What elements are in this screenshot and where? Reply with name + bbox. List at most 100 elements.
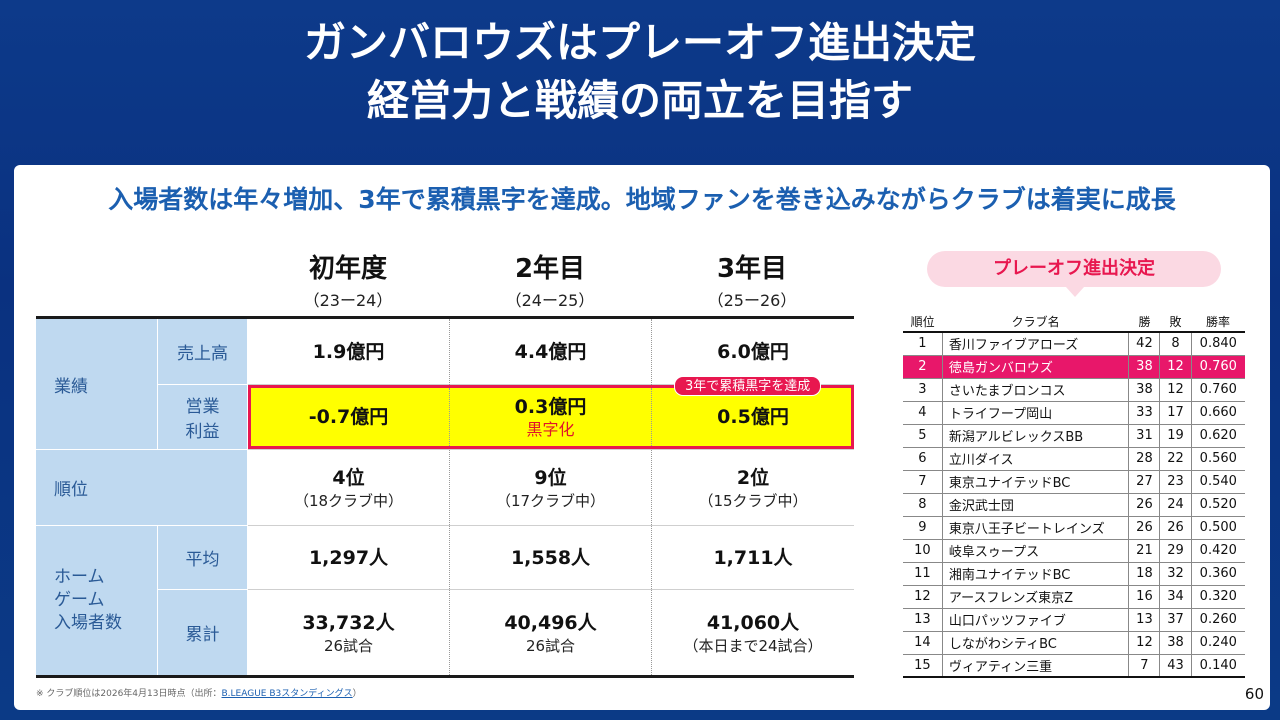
wins-cell: 42 bbox=[1128, 332, 1160, 356]
standings-body: 1 香川ファイブアローズ 42 8 0.840 2 徳島ガンバロウズ 38 12 0.760 3 さい… bbox=[903, 332, 1245, 678]
standings-row: 2 徳島ガンバロウズ 38 12 0.760 bbox=[903, 355, 1245, 379]
rank-cell: 6 bbox=[903, 447, 943, 471]
wins-cell: 27 bbox=[1128, 470, 1160, 494]
wins-cell: 33 bbox=[1128, 401, 1160, 425]
col-header-year3: 3年目 （25ー26） bbox=[652, 252, 852, 312]
win-pct-cell: 0.240 bbox=[1190, 631, 1245, 655]
total-year2: 40,496人 26試合 bbox=[450, 590, 651, 675]
standings-row: 4 トライフープ岡山 33 17 0.660 bbox=[903, 401, 1245, 425]
club-name-cell: 香川ファイブアローズ bbox=[941, 332, 1129, 356]
value-text: 1,711人 bbox=[713, 546, 793, 569]
rank-cell: 13 bbox=[903, 608, 943, 632]
col-header-year1: 初年度 （23ー24） bbox=[248, 252, 448, 312]
header-win-pct: 勝率 bbox=[1191, 312, 1245, 333]
standings-row: 8 金沢武士団 26 24 0.520 bbox=[903, 493, 1245, 517]
row-divider bbox=[248, 589, 854, 590]
standings-row: 14 しながわシティBC 12 38 0.240 bbox=[903, 631, 1245, 655]
title-line-1: ガンバロウズはプレーオフ進出決定 bbox=[303, 18, 976, 67]
losses-cell: 43 bbox=[1159, 654, 1192, 678]
value-text: 9位 bbox=[534, 466, 567, 489]
losses-cell: 22 bbox=[1159, 447, 1192, 471]
label-home-attendance: ホーム ゲーム 入場者数 bbox=[36, 526, 157, 675]
club-name-cell: 金沢武士団 bbox=[941, 493, 1129, 517]
win-pct-cell: 0.760 bbox=[1190, 378, 1245, 402]
col-divider bbox=[651, 319, 652, 675]
header-club: クラブ名 bbox=[942, 312, 1129, 333]
header-losses: 敗 bbox=[1159, 312, 1192, 333]
standings-row: 15 ヴィアティン三重 7 43 0.140 bbox=[903, 654, 1245, 678]
standings-table: 順位 クラブ名 勝 敗 勝率 1 香川ファイブアローズ 42 8 0.840 2 徳島ガンバ… bbox=[903, 312, 1245, 678]
label-text: ゲーム bbox=[54, 590, 105, 610]
footnote-text: ※ クラブ順位は2026年4月13日時点（出所： bbox=[36, 689, 222, 699]
standings-row: 7 東京ユナイテッドBC 27 23 0.540 bbox=[903, 470, 1245, 494]
label-operating-profit: 営業 利益 bbox=[158, 385, 247, 449]
label-divider bbox=[36, 449, 247, 450]
table-top-rule bbox=[36, 316, 854, 319]
wins-cell: 38 bbox=[1128, 378, 1160, 402]
club-name-cell: 山口パッツファイブ bbox=[941, 608, 1129, 632]
wins-cell: 16 bbox=[1128, 585, 1160, 609]
value-text: 4位 bbox=[332, 466, 365, 489]
label-text: 入場者数 bbox=[54, 613, 122, 633]
operating-year3: 0.5億円 bbox=[652, 385, 854, 449]
wins-cell: 12 bbox=[1128, 631, 1160, 655]
wins-cell: 21 bbox=[1128, 539, 1160, 563]
operating-year2: 0.3億円 黒字化 bbox=[450, 385, 651, 449]
win-pct-cell: 0.660 bbox=[1190, 401, 1245, 425]
losses-cell: 17 bbox=[1159, 401, 1192, 425]
label-text: 売上高 bbox=[177, 344, 228, 364]
col-divider bbox=[449, 319, 450, 675]
rank-year1: 4位 （18クラブ中） bbox=[248, 450, 449, 525]
win-pct-cell: 0.620 bbox=[1190, 424, 1245, 448]
sales-year2: 4.4億円 bbox=[450, 319, 651, 384]
win-pct-cell: 0.140 bbox=[1190, 654, 1245, 678]
value-subtext: 26試合 bbox=[323, 636, 374, 655]
standings-row: 10 岐阜スゥープス 21 29 0.420 bbox=[903, 539, 1245, 563]
rank-cell: 14 bbox=[903, 631, 943, 655]
wins-cell: 26 bbox=[1128, 516, 1160, 540]
club-name-cell: 東京八王子ビートレインズ bbox=[941, 516, 1129, 540]
club-name-cell: さいたまブロンコス bbox=[941, 378, 1129, 402]
rank-year2: 9位 （17クラブ中） bbox=[450, 450, 651, 525]
wins-cell: 13 bbox=[1128, 608, 1160, 632]
standings-source-link[interactable]: B.LEAGUE B3スタンディングス bbox=[221, 689, 353, 699]
wins-cell: 26 bbox=[1128, 493, 1160, 517]
value-subtext: （17クラブ中） bbox=[495, 491, 606, 510]
label-text: ホーム bbox=[54, 567, 105, 587]
standings-row: 11 湘南ユナイテッドBC 18 32 0.360 bbox=[903, 562, 1245, 586]
wins-cell: 28 bbox=[1128, 447, 1160, 471]
row-divider bbox=[248, 449, 854, 450]
label-average: 平均 bbox=[158, 526, 247, 589]
sales-year3: 6.0億円 bbox=[652, 319, 854, 384]
label-divider bbox=[36, 525, 247, 526]
club-name-cell: 湘南ユナイテッドBC bbox=[941, 562, 1129, 586]
win-pct-cell: 0.560 bbox=[1190, 447, 1245, 471]
label-text: 平均 bbox=[185, 550, 220, 570]
losses-cell: 24 bbox=[1159, 493, 1192, 517]
rank-cell: 11 bbox=[903, 562, 943, 586]
playoff-bubble: プレーオフ進出決定 bbox=[927, 251, 1221, 287]
club-name-cell: 東京ユナイテッドBC bbox=[941, 470, 1129, 494]
losses-cell: 19 bbox=[1159, 424, 1192, 448]
value-text: 40,496人 bbox=[504, 611, 597, 634]
value-subtext: （18クラブ中） bbox=[293, 491, 404, 510]
wins-cell: 7 bbox=[1128, 654, 1160, 678]
header-rank: 順位 bbox=[903, 312, 943, 333]
avg-year1: 1,297人 bbox=[248, 526, 449, 589]
wins-cell: 38 bbox=[1128, 355, 1160, 379]
avg-year2: 1,558人 bbox=[450, 526, 651, 589]
rank-cell: 12 bbox=[903, 585, 943, 609]
total-year3: 41,060人 （本日まで24試合） bbox=[652, 590, 854, 675]
surplus-note: 黒字化 bbox=[526, 420, 575, 439]
losses-cell: 12 bbox=[1159, 355, 1192, 379]
subtitle: 入場者数は年々増加、3年で累積黒字を達成。地域ファンを巻き込みながらクラブは着実… bbox=[108, 185, 1176, 214]
rank-cell: 5 bbox=[903, 424, 943, 448]
club-name-cell: 岐阜スゥープス bbox=[941, 539, 1129, 563]
col-divider bbox=[651, 388, 652, 446]
value-text: 33,732人 bbox=[302, 611, 395, 634]
club-name-cell: 立川ダイス bbox=[941, 447, 1129, 471]
club-name-cell: 徳島ガンバロウズ bbox=[941, 355, 1129, 379]
losses-cell: 29 bbox=[1159, 539, 1192, 563]
sales-year1: 1.9億円 bbox=[248, 319, 449, 384]
header-wins: 勝 bbox=[1128, 312, 1160, 333]
